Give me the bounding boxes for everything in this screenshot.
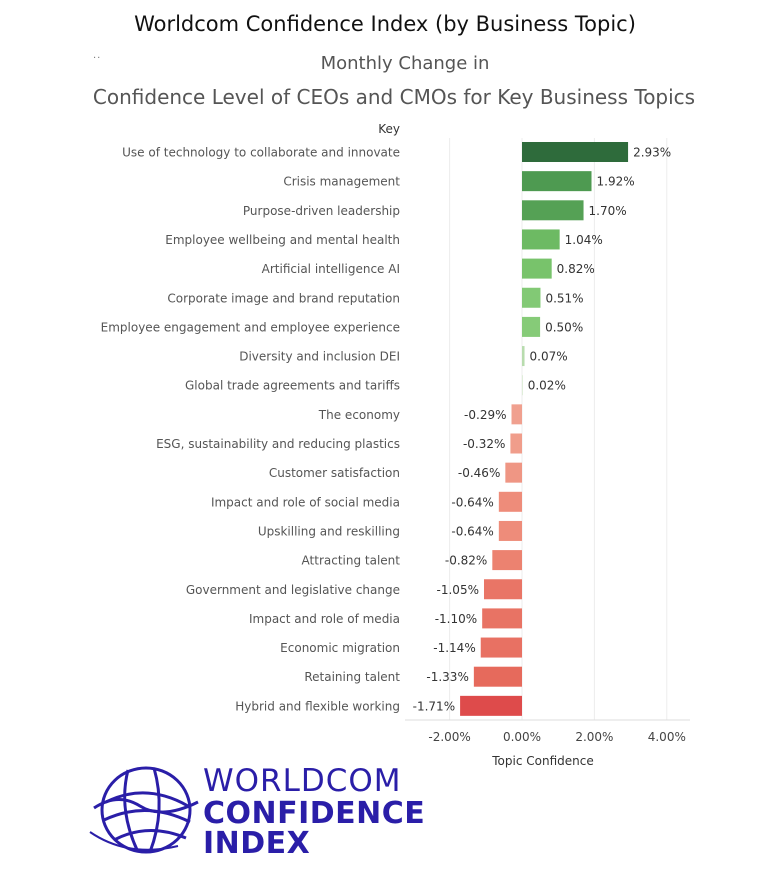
key-header: Key	[378, 122, 400, 136]
category-label: Purpose-driven leadership	[243, 204, 400, 218]
value-label: 0.50%	[545, 320, 583, 334]
bar	[522, 287, 541, 308]
chart-x-ticks: -2.00% 0.00% 2.00% 4.00%	[428, 730, 685, 744]
category-label: Attracting talent	[302, 554, 401, 568]
value-label: -1.10%	[435, 612, 477, 626]
bar	[498, 520, 522, 541]
chart-subtitle-line2: Confidence Level of CEOs and CMOs for Ke…	[92, 85, 696, 109]
value-label: -0.29%	[464, 408, 506, 422]
category-label: Diversity and inclusion DEI	[239, 350, 400, 364]
category-label: Economic migration	[280, 641, 400, 655]
category-label: Retaining talent	[304, 670, 400, 684]
value-label: 0.07%	[530, 350, 568, 364]
category-label: Government and legislative change	[186, 583, 400, 597]
value-label: -0.82%	[445, 554, 487, 568]
value-label: -1.33%	[426, 670, 468, 684]
bar	[522, 229, 560, 250]
bar	[482, 608, 522, 629]
globe-logo-icon	[89, 766, 199, 854]
value-label: 1.04%	[565, 233, 603, 247]
category-label: Corporate image and brand reputation	[167, 291, 400, 305]
x-tick-label: 4.00%	[648, 730, 686, 744]
logo-line-worldcom: WORLDCOM	[203, 763, 402, 799]
value-label: -1.05%	[437, 583, 479, 597]
bar	[511, 404, 522, 425]
value-label: -1.71%	[413, 699, 455, 713]
category-label: Hybrid and flexible working	[235, 699, 400, 713]
bar	[480, 637, 522, 658]
chart-gridlines	[405, 138, 690, 721]
category-label: Impact and role of social media	[211, 495, 400, 509]
category-label: Artificial intelligence AI	[262, 262, 400, 276]
bar	[473, 666, 522, 687]
bar	[522, 142, 629, 162]
bar	[522, 200, 584, 221]
bar	[498, 491, 522, 512]
options-dots[interactable]: ..	[93, 50, 102, 61]
logo-line-index: INDEX	[203, 826, 311, 861]
value-label: 2.93%	[633, 146, 671, 160]
chart-category-labels: Use of technology to collaborate and inn…	[101, 146, 401, 714]
chart-subtitle-line1: Monthly Change in	[320, 53, 490, 74]
category-label: Crisis management	[283, 175, 400, 189]
category-label: Customer satisfaction	[269, 466, 400, 480]
bar	[483, 579, 522, 600]
value-label: -0.64%	[451, 495, 493, 509]
category-label: The economy	[318, 408, 400, 422]
value-label: 0.51%	[545, 291, 583, 305]
x-tick-label: -2.00%	[428, 730, 470, 744]
chart-title: Worldcom Confidence Index (by Business T…	[134, 12, 636, 36]
bar	[492, 550, 522, 571]
x-tick-label: 0.00%	[503, 730, 541, 744]
logo-line-confidence: CONFIDENCE	[203, 796, 426, 831]
bar	[522, 258, 552, 279]
logo-wordmark: WORLDCOM CONFIDENCE INDEX	[203, 766, 425, 859]
bar	[522, 346, 525, 367]
chart-value-labels: 2.93% 1.92% 1.70% 1.04% 0.82% 0.51% 0.50% 0.07%…	[413, 146, 672, 714]
bar	[522, 171, 592, 192]
category-label: Employee wellbeing and mental health	[165, 233, 400, 247]
bar	[505, 462, 522, 483]
chart-bars	[460, 142, 629, 716]
category-label: Employee engagement and employee experie…	[101, 320, 400, 334]
category-label: Upskilling and reskilling	[258, 524, 400, 538]
category-label: Use of technology to collaborate and inn…	[122, 146, 400, 160]
value-label: -1.14%	[433, 641, 475, 655]
value-label: -0.64%	[451, 524, 493, 538]
x-tick-label: 2.00%	[575, 730, 613, 744]
value-label: -0.46%	[458, 466, 500, 480]
category-label: Impact and role of media	[249, 612, 400, 626]
value-label: -0.32%	[463, 437, 505, 451]
category-label: ESG, sustainability and reducing plastic…	[156, 437, 400, 451]
category-label: Global trade agreements and tariffs	[185, 379, 400, 393]
value-label: 1.70%	[589, 204, 627, 218]
bar	[460, 695, 522, 716]
bar	[522, 316, 541, 337]
bar	[510, 433, 522, 454]
value-label: 1.92%	[597, 175, 635, 189]
bar	[522, 375, 523, 396]
x-axis-title: Topic Confidence	[491, 754, 593, 768]
value-label: 0.02%	[528, 379, 566, 393]
value-label: 0.82%	[557, 262, 595, 276]
